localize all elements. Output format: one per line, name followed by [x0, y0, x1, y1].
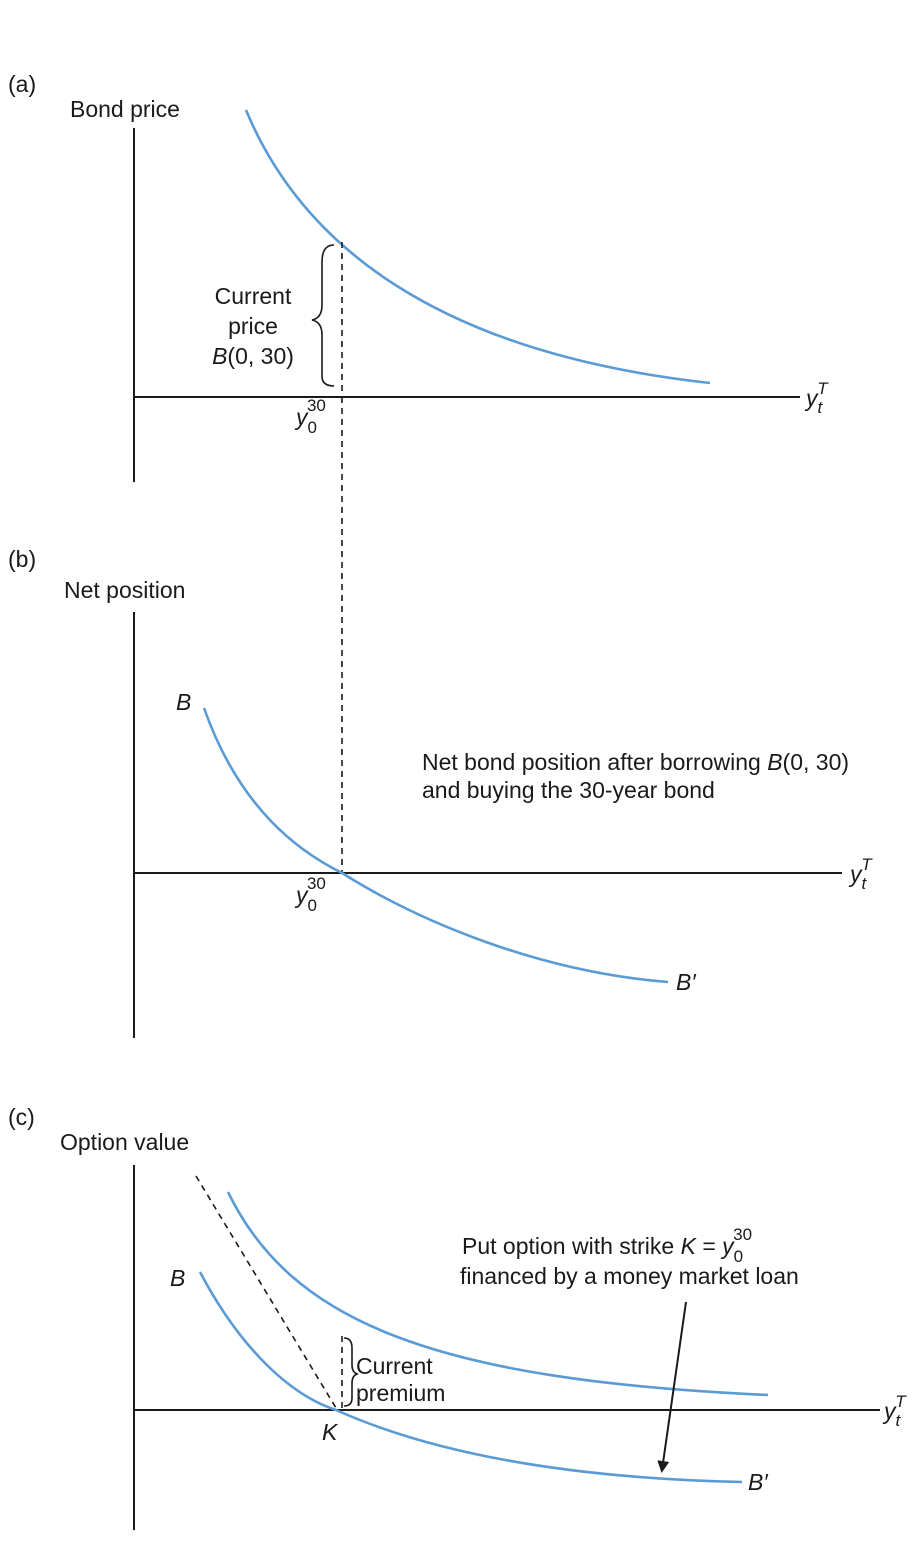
panel-b: (b) Net position ytT B B′ y030 Net bond …	[8, 546, 873, 1038]
panel-a-current-price-brace	[312, 245, 334, 386]
panel-b-annotation-line-2: and buying the 30-year bond	[422, 777, 715, 803]
panel-c-option-value-curve	[228, 1192, 768, 1395]
panel-c-premium-label-2: premium	[356, 1380, 445, 1406]
panel-a-brace-label-2: price	[228, 313, 278, 339]
panel-b-tag: (b)	[8, 546, 36, 572]
panel-a: (a) Bond price ytT Current price B(0, 30…	[8, 71, 829, 482]
panel-a-y-axis-label: Bond price	[70, 96, 180, 122]
panel-b-curve-start-label: B	[176, 689, 191, 715]
panel-c-strike-label: K	[322, 1419, 339, 1445]
panel-c-annotation-line-2: financed by a money market loan	[460, 1263, 799, 1289]
panel-a-brace-label-1: Current	[215, 283, 292, 309]
panel-c-premium-label-1: Current	[356, 1353, 433, 1379]
panel-a-tag: (a)	[8, 71, 36, 97]
panel-c-annotation-arrow	[662, 1302, 686, 1470]
panel-c-tag: (c)	[8, 1104, 35, 1130]
panel-c-y-axis-label: Option value	[60, 1129, 189, 1155]
panel-c-bond-curve	[200, 1272, 742, 1482]
panel-c-curve-start-label: B	[170, 1265, 185, 1291]
panel-b-x-axis-label: ytT	[848, 855, 873, 893]
panel-a-tick-label: y030	[294, 396, 326, 437]
panel-b-curve-end-label: B′	[676, 969, 696, 995]
panel-a-x-axis-label: ytT	[804, 379, 829, 417]
panel-c-x-axis-label: ytT	[882, 1392, 907, 1430]
panel-c-curve-end-label: B′	[748, 1469, 768, 1495]
panel-b-tick-label: y030	[294, 874, 326, 915]
panel-b-annotation-line-1: Net bond position after borrowing B(0, 3…	[422, 749, 849, 775]
panel-c-annotation-line-1: Put option with strike K = y030	[462, 1225, 752, 1266]
panel-a-brace-label-3: B(0, 30)	[212, 343, 294, 369]
panel-b-y-axis-label: Net position	[64, 577, 185, 603]
panel-a-bond-price-curve	[246, 110, 710, 383]
panel-c: (c) Option value ytT Current premium B B…	[8, 1104, 907, 1530]
panel-c-tangent-dashed-line	[196, 1176, 336, 1408]
